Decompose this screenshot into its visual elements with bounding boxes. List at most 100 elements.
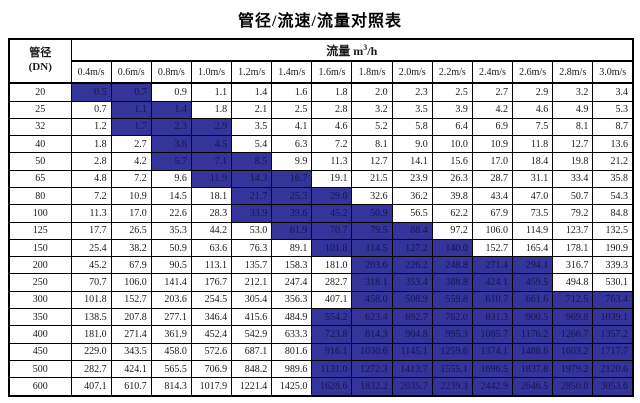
flow-value-cell: 39.6 — [271, 204, 313, 223]
flow-value-cell: 140.0 — [431, 238, 473, 258]
flow-value-cell: 2.5 — [271, 100, 313, 119]
velocity-header-2.0m-s: 2.0m/s — [391, 60, 433, 84]
table-row-dn-250: 250 70.7 106.0 141.4 176.7 212.1 247.4 282.7 318… — [8, 273, 634, 292]
flow-value-cell: 79.2 — [552, 204, 594, 223]
velocity-header-1.8m-s: 1.8m/s — [351, 60, 393, 84]
table-row-dn-100: 100 11.3 17.0 22.6 28.3 33.9 39.6 45.2 50.9 56.5 6… — [8, 204, 634, 223]
velocity-header-2.4m-s: 2.4m/s — [471, 60, 514, 84]
flow-value-cell: 54.3 — [592, 186, 634, 206]
flow-value-cell: 1266.7 — [552, 325, 594, 344]
flow-value-cell: 452.4 — [190, 325, 233, 344]
flow-value-cell: 1131.0 — [311, 359, 353, 379]
flow-value-cell: 459.5 — [512, 273, 554, 292]
flow-value-cell: 28.7 — [471, 169, 514, 189]
flow-value-cell: 248.8 — [431, 256, 473, 275]
flow-value-cell: 407.1 — [311, 290, 353, 310]
flow-value-cell: 7.1 — [190, 152, 233, 171]
flow-value-cell: 229.0 — [70, 342, 112, 361]
flow-value-cell: 1039.1 — [592, 308, 634, 327]
flow-value-cell: 712.5 — [552, 290, 594, 310]
flow-value-cell: 1374.1 — [471, 342, 514, 361]
flow-value-cell: 5.7 — [150, 152, 192, 171]
flow-value-cell: 29.0 — [311, 186, 353, 206]
flow-value-cell: 1.4 — [231, 82, 273, 102]
flow-value-cell: 33.9 — [231, 204, 273, 223]
flow-value-cell: 67.9 — [471, 204, 514, 223]
flow-value-cell: 254.5 — [190, 290, 233, 310]
flow-value-cell: 294.1 — [512, 256, 554, 275]
flow-value-cell: 21.5 — [351, 169, 393, 189]
page-title: 管径/流速/流量对照表 — [238, 13, 402, 30]
flow-value-cell: 2.8 — [70, 152, 112, 171]
flow-value-cell: 1979.2 — [552, 359, 594, 379]
flow-value-cell: 19.1 — [311, 169, 353, 189]
flow-value-cell: 2239.3 — [431, 377, 473, 397]
table-row-dn-450: 450 229.0 343.5 458.0 572.6 687.1 801.6 916.1 10… — [8, 342, 634, 361]
flow-value-cell: 62.2 — [431, 204, 473, 223]
flow-value-cell: 969.8 — [552, 308, 594, 327]
flow-value-cell: 76.3 — [231, 238, 273, 258]
flow-value-cell: 610.7 — [110, 377, 152, 397]
corner-header: 管径 (DN) — [8, 38, 72, 84]
flow-value-cell: 10.9 — [110, 186, 152, 206]
flow-value-cell: 106.0 — [110, 273, 152, 292]
flow-value-cell: 623.4 — [351, 308, 393, 327]
flow-value-cell: 316.7 — [552, 256, 594, 275]
flow-value-cell: 26.5 — [110, 221, 152, 240]
flow-value-cell: 12.7 — [552, 135, 594, 154]
flow-value-cell: 723.8 — [311, 325, 353, 344]
flow-value-cell: 39.8 — [431, 186, 473, 206]
flow-value-cell: 89.1 — [271, 238, 313, 258]
flow-value-cell: 38.2 — [110, 238, 152, 258]
table-row-dn-400: 400 181.0 271.4 361.9 452.4 542.9 633.3 723.8 81… — [8, 325, 634, 344]
flow-value-cell: 1.2 — [70, 117, 112, 137]
flow-value-cell: 11.3 — [70, 204, 112, 223]
flow-value-cell: 801.6 — [271, 342, 313, 361]
flow-value-cell: 53.0 — [231, 221, 273, 240]
flow-value-cell: 8.5 — [231, 152, 273, 171]
flow-value-cell: 3.2 — [552, 82, 594, 102]
flow-value-cell: 19.8 — [552, 152, 594, 171]
flow-unit-header: 流量 m3/h — [70, 38, 634, 62]
table-row-dn-200: 200 45.2 67.9 90.5 113.1 135.7 158.3 181.0 203.6… — [8, 256, 634, 275]
dn-cell: 200 — [8, 256, 72, 275]
flow-value-cell: 14.3 — [231, 169, 273, 189]
flow-value-cell: 424.1 — [110, 359, 152, 379]
velocity-header-0.6m-s: 0.6m/s — [110, 60, 152, 84]
flow-value-cell: 45.2 — [70, 256, 112, 275]
flow-value-cell: 2.7 — [110, 135, 152, 154]
flow-value-cell: 141.4 — [150, 273, 192, 292]
flow-value-cell: 282.7 — [70, 359, 112, 379]
flow-value-cell: 8.1 — [351, 135, 393, 154]
flow-value-cell: 1221.4 — [231, 377, 273, 397]
dn-cell: 32 — [8, 117, 72, 137]
dn-cell: 50 — [8, 152, 72, 171]
flow-value-cell: 90.5 — [150, 256, 192, 275]
flow-value-cell: 346.4 — [190, 308, 233, 327]
flow-value-cell: 0.7 — [110, 82, 152, 102]
flow-value-cell: 1.6 — [271, 82, 313, 102]
flow-value-cell: 47.0 — [512, 186, 554, 206]
flow-value-cell: 181.0 — [311, 256, 353, 275]
dn-cell: 80 — [8, 186, 72, 206]
flow-value-cell: 271.4 — [110, 325, 152, 344]
flow-value-cell: 2.3 — [150, 117, 192, 137]
flow-value-cell: 15.6 — [431, 152, 473, 171]
flow-value-cell: 106.0 — [471, 221, 514, 240]
flow-value-cell: 904.8 — [391, 325, 433, 344]
flow-value-cell: 70.7 — [70, 273, 112, 292]
flow-value-cell: 7.5 — [512, 117, 554, 137]
flow-value-cell: 17.0 — [471, 152, 514, 171]
flow-value-cell: 152.7 — [471, 238, 514, 258]
flow-value-cell: 1.8 — [311, 82, 353, 102]
table-row-dn-150: 150 25.4 38.2 50.9 63.6 76.3 89.1 101.8 114.5 127… — [8, 238, 634, 258]
flow-value-cell: 995.3 — [431, 325, 473, 344]
flow-value-cell: 1488.6 — [512, 342, 554, 361]
dn-cell: 250 — [8, 273, 72, 292]
flow-value-cell: 2.7 — [471, 82, 514, 102]
flow-value-cell: 1085.7 — [471, 325, 514, 344]
velocity-header-0.8m-s: 0.8m/s — [150, 60, 192, 84]
flow-value-cell: 127.2 — [391, 238, 433, 258]
dn-cell: 100 — [8, 204, 72, 223]
flow-value-cell: 2.0 — [351, 82, 393, 102]
